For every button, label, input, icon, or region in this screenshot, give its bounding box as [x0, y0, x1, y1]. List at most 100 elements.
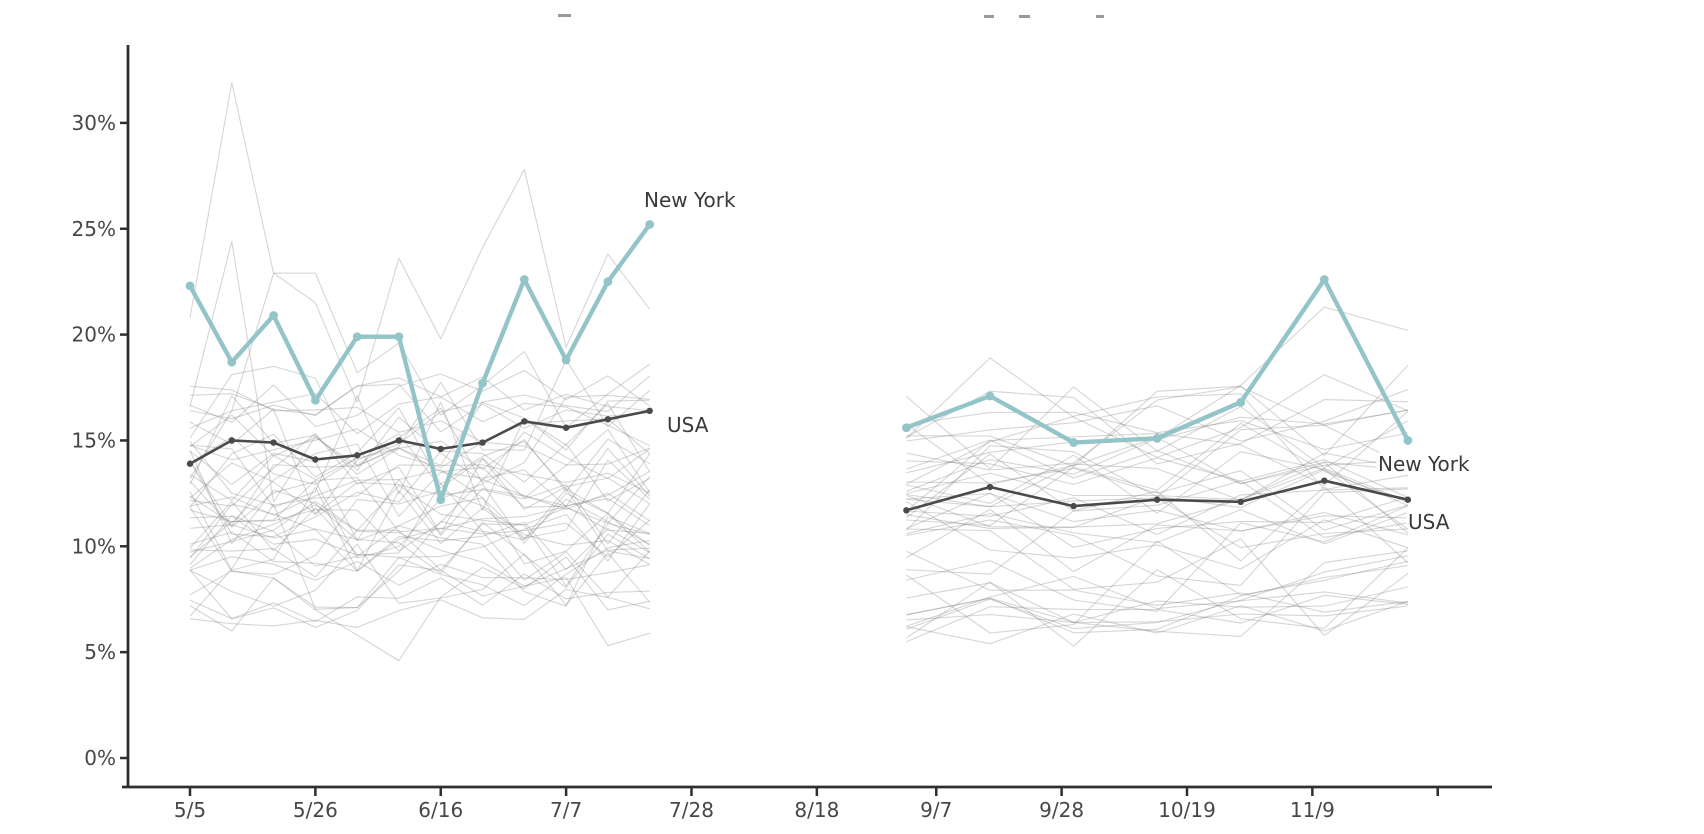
- state-background-line-wave2-30: [906, 364, 1409, 467]
- x-tick-label: 9/7: [920, 798, 952, 822]
- state-background-line-wave1-41: [189, 515, 650, 607]
- state-background-line-wave2-25: [906, 439, 1408, 485]
- state-background-line-wave1-18: [189, 480, 651, 559]
- series-marker-new_york-wave1-0: [185, 281, 195, 291]
- state-background-line-wave1-5: [189, 433, 650, 510]
- state-background-line-wave2-10: [906, 410, 1409, 512]
- state-background-line-wave2-21: [906, 505, 1409, 613]
- series-marker-usa-wave1-0: [186, 460, 194, 467]
- state-background-line-wave1-36: [189, 383, 650, 433]
- state-background-line-wave1-0: [189, 588, 650, 628]
- x-tick-label: 6/16: [418, 798, 463, 822]
- cropped-title-artifact-3: [1096, 15, 1104, 18]
- state-background-line-wave2-41: [906, 594, 1408, 643]
- y-tick-label: 10%: [72, 534, 116, 558]
- state-background-line-wave1-33: [189, 428, 650, 469]
- state-background-line-wave2-40: [906, 461, 1409, 534]
- series-marker-usa-wave1-6: [437, 445, 444, 453]
- cropped-title-artifact-1: [984, 15, 994, 18]
- series-marker-usa-wave1-8: [521, 418, 528, 425]
- series-marker-new_york-wave1-6: [436, 495, 446, 505]
- state-background-line-wave2-18: [906, 453, 1408, 539]
- state-background-line-wave2-27: [906, 386, 1409, 470]
- state-background-line-wave2-7: [906, 550, 1408, 637]
- state-background-line-wave1-24: [189, 376, 650, 420]
- series-inline-label-1: USA: [667, 413, 709, 437]
- state-background-line-wave2-0: [906, 582, 1409, 624]
- state-background-line-wave1-3: [189, 482, 650, 556]
- state-background-line-wave2-28: [906, 393, 1408, 491]
- x-tick-label: 10/19: [1158, 798, 1216, 822]
- series-marker-usa-wave1-3: [312, 456, 319, 463]
- state-background-line-wave1-35: [189, 462, 651, 545]
- state-background-line-wave1-26: [189, 556, 650, 586]
- state-background-line-wave1-9: [189, 476, 650, 535]
- state-background-line-wave1-44: [189, 82, 651, 429]
- state-background-line-wave1-2: [189, 450, 651, 541]
- x-tick-label: 8/18: [794, 798, 839, 822]
- state-background-line-wave2-32: [906, 487, 1408, 536]
- cropped-title-artifact-0: [558, 14, 571, 17]
- series-marker-usa-wave1-2: [270, 439, 277, 446]
- y-tick-label: 30%: [72, 111, 116, 135]
- series-marker-usa-wave1-11: [646, 407, 653, 415]
- series-marker-new_york-wave2-0: [902, 423, 911, 433]
- state-background-line-wave2-14: [906, 540, 1409, 634]
- state-background-line-wave1-19: [189, 573, 650, 623]
- series-marker-usa-wave2-6: [1404, 496, 1412, 503]
- series-marker-usa-wave2-0: [903, 507, 910, 514]
- state-background-line-wave2-44: [906, 600, 1409, 645]
- y-tick-label: 25%: [72, 217, 116, 241]
- state-background-line-wave1-6: [189, 503, 650, 572]
- x-tick-label: 11/9: [1290, 798, 1335, 822]
- state-background-line-wave1-43: [189, 478, 650, 536]
- state-background-line-wave2-8: [906, 488, 1408, 586]
- state-background-line-wave1-14: [189, 521, 650, 589]
- series-marker-usa-wave1-7: [479, 439, 486, 446]
- state-background-line-wave1-40: [189, 392, 650, 447]
- series-marker-usa-wave2-4: [1237, 498, 1244, 506]
- y-tick-label: 20%: [72, 323, 116, 347]
- state-background-line-wave1-32: [189, 447, 651, 528]
- state-background-line-wave1-31: [189, 539, 650, 609]
- x-tick-label: 5/5: [174, 798, 206, 822]
- state-background-line-wave2-17: [906, 388, 1409, 442]
- state-background-line-wave2-15: [906, 452, 1409, 508]
- state-background-line-wave2-20: [906, 492, 1409, 536]
- state-background-line-wave1-47: [189, 556, 650, 662]
- series-marker-new_york-wave1-8: [519, 275, 529, 284]
- state-background-line-wave1-29: [189, 369, 651, 428]
- state-background-line-wave1-1: [189, 500, 651, 562]
- series-marker-new_york-wave1-9: [561, 355, 571, 365]
- state-background-line-wave2-1: [906, 565, 1408, 634]
- state-background-line-wave1-42: [189, 490, 650, 576]
- state-background-line-wave1-46: [189, 240, 651, 503]
- series-inline-label-3: USA: [1408, 510, 1450, 534]
- state-background-line-wave1-25: [189, 407, 651, 514]
- state-background-line-wave1-39: [189, 504, 650, 587]
- series-marker-new_york-wave1-1: [227, 357, 237, 367]
- series-marker-new_york-wave1-3: [310, 395, 320, 405]
- state-background-line-wave1-38: [189, 450, 651, 565]
- series-inline-label-2: New York: [1378, 452, 1470, 476]
- series-marker-usa-wave2-1: [986, 483, 994, 491]
- series-marker-usa-wave2-2: [1070, 502, 1077, 510]
- series-marker-usa-wave1-5: [395, 437, 403, 444]
- series-marker-usa-wave1-9: [562, 424, 570, 431]
- state-background-line-wave1-28: [189, 543, 651, 607]
- state-background-line-wave2-6: [906, 555, 1409, 630]
- state-background-line-wave1-23: [189, 478, 651, 558]
- state-background-line-wave1-30: [189, 564, 650, 647]
- series-marker-new_york-wave1-11: [645, 220, 655, 229]
- state-background-line-wave1-8: [189, 443, 650, 524]
- state-background-line-wave2-29: [906, 422, 1409, 527]
- state-background-line-wave1-34: [189, 522, 650, 587]
- state-background-line-wave2-9: [906, 508, 1408, 573]
- state-background-line-wave2-23: [906, 386, 1409, 471]
- cropped-title-artifact-2: [1019, 15, 1030, 18]
- x-tick-label: 5/26: [293, 798, 338, 822]
- state-background-line-wave1-45: [189, 168, 651, 479]
- series-marker-new_york-wave2-6: [1403, 436, 1413, 445]
